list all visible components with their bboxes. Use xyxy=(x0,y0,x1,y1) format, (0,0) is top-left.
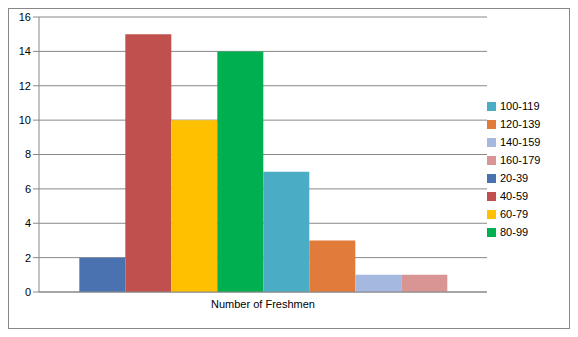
html-text:20-39: 20-39 xyxy=(500,171,529,184)
svg-text:Number of Freshmen: Number of Freshmen xyxy=(211,298,315,310)
html-text:160-179: 160-179 xyxy=(500,153,541,166)
svg-text:6: 6 xyxy=(25,183,31,195)
svg-text:2: 2 xyxy=(25,252,31,264)
html-text:140-159: 140-159 xyxy=(500,135,541,148)
html-text:100-119: 100-119 xyxy=(500,99,540,112)
html-text:80-99: 80-99 xyxy=(500,225,529,238)
html-text:40-59: 40-59 xyxy=(500,189,529,202)
html-text:60-79: 60-79 xyxy=(500,207,529,220)
svg-text:14: 14 xyxy=(19,45,31,57)
svg-text:16: 16 xyxy=(19,11,31,23)
svg-text:4: 4 xyxy=(25,217,31,229)
html-text:120-139: 120-139 xyxy=(500,117,541,130)
svg-text:0: 0 xyxy=(25,286,31,298)
svg-text:12: 12 xyxy=(19,80,31,92)
svg-text:8: 8 xyxy=(25,148,31,160)
svg-text:10: 10 xyxy=(19,114,31,126)
